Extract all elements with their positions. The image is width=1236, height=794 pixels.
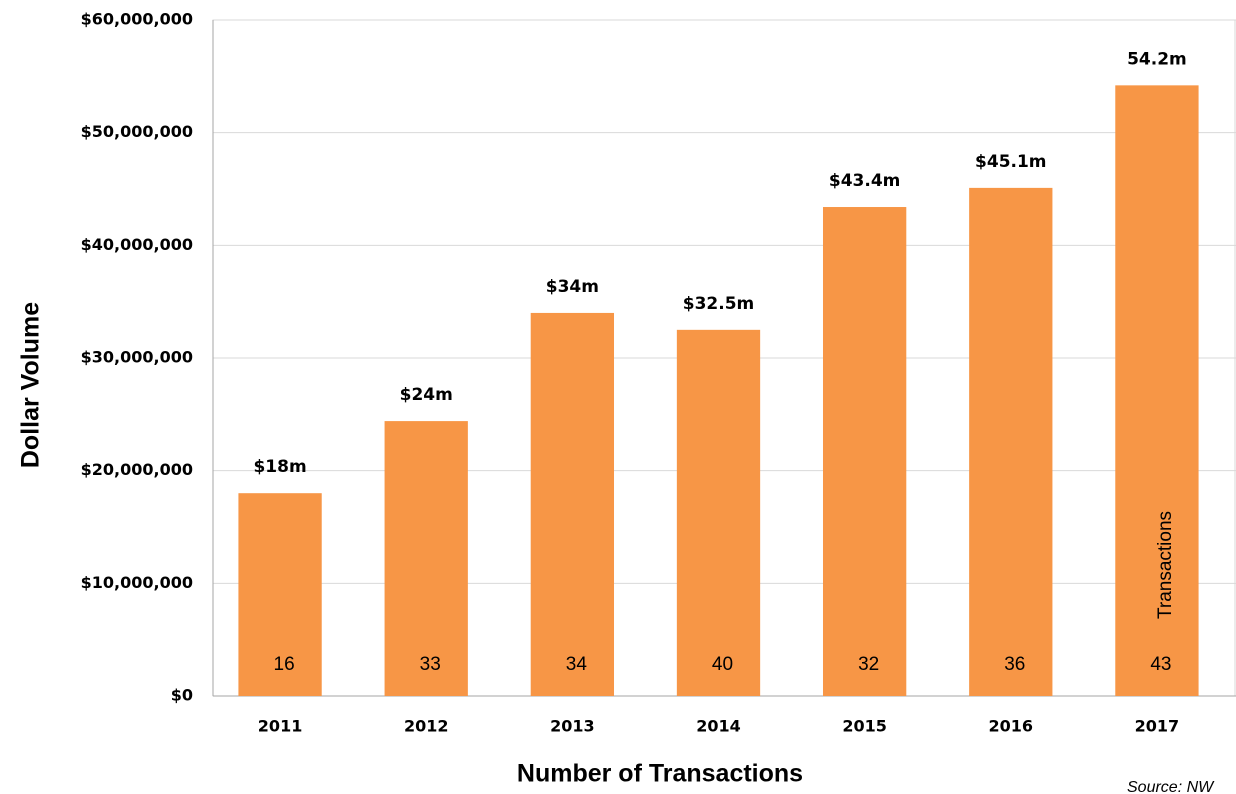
value-label: $32.5m	[683, 294, 755, 314]
x-tick-label: 2015	[842, 717, 887, 736]
transactions-label: Transactions	[1155, 511, 1176, 619]
y-axis-title: Dollar Volume	[17, 302, 45, 468]
y-tick-label: $60,000,000	[81, 10, 193, 29]
transaction-count: 32	[858, 654, 879, 675]
x-tick-label: 2012	[404, 717, 449, 736]
bar	[384, 421, 468, 696]
y-tick-label: $40,000,000	[81, 235, 193, 254]
x-tick-label: 2014	[696, 717, 741, 736]
y-tick-label: $0	[171, 686, 193, 705]
x-tick-label: 2013	[550, 717, 595, 736]
transaction-count: 34	[566, 654, 588, 675]
y-tick-label: $30,000,000	[81, 348, 193, 367]
x-tick-label: 2016	[989, 717, 1034, 736]
transaction-count: 33	[420, 654, 441, 675]
transaction-count: 40	[712, 654, 733, 675]
bar	[238, 493, 322, 696]
source: Source: NW	[1127, 779, 1215, 794]
x-tick-label: 2011	[258, 717, 303, 736]
x-axis-title: Number of Transactions	[517, 760, 803, 788]
y-tick-label: $10,000,000	[81, 573, 193, 592]
bar	[969, 187, 1053, 696]
transaction-count: 36	[1004, 654, 1025, 675]
bar	[822, 207, 907, 696]
value-label: 54.2m	[1127, 49, 1187, 69]
value-label: $43.4m	[829, 171, 901, 191]
x-tick-label: 2017	[1135, 717, 1180, 736]
bar	[1115, 85, 1199, 696]
value-label: $45.1m	[975, 152, 1047, 172]
value-label: $34m	[546, 277, 599, 297]
y-tick-label: $50,000,000	[81, 122, 193, 141]
bar	[530, 312, 615, 696]
y-tick-label: $20,000,000	[81, 460, 193, 479]
value-label: $24m	[400, 385, 453, 405]
transaction-count: 16	[274, 654, 295, 675]
bar	[676, 329, 761, 696]
value-label: $18m	[253, 457, 306, 477]
transaction-count: 43	[1150, 654, 1171, 675]
